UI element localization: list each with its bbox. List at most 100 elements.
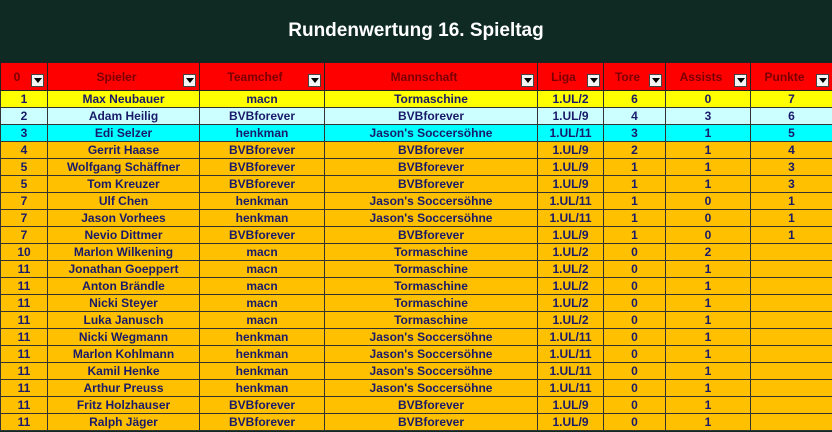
spieler-cell[interactable]: Anton Brändle: [47, 277, 200, 295]
rank-cell[interactable]: 5: [0, 175, 48, 193]
mannschaft-cell[interactable]: Tormaschine: [324, 277, 538, 295]
filter-dropdown-icon[interactable]: [816, 74, 829, 87]
punkte-cell[interactable]: [750, 260, 832, 278]
filter-dropdown-icon[interactable]: [734, 74, 747, 87]
tore-cell[interactable]: 0: [603, 260, 666, 278]
punkte-cell[interactable]: [750, 413, 832, 431]
liga-cell[interactable]: 1.UL/9: [537, 175, 604, 193]
assists-cell[interactable]: 1: [665, 413, 751, 431]
mannschaft-cell[interactable]: BVBforever: [324, 107, 538, 125]
punkte-cell[interactable]: 1: [750, 209, 832, 227]
spieler-cell[interactable]: Arthur Preuss: [47, 379, 200, 397]
punkte-cell[interactable]: [750, 243, 832, 261]
mannschaft-cell[interactable]: BVBforever: [324, 413, 538, 431]
punkte-cell[interactable]: [750, 277, 832, 295]
liga-cell[interactable]: 1.UL/9: [537, 158, 604, 176]
spieler-cell[interactable]: Nicki Wegmann: [47, 328, 200, 346]
liga-cell[interactable]: 1.UL/11: [537, 328, 604, 346]
assists-cell[interactable]: 0: [665, 209, 751, 227]
assists-cell[interactable]: 0: [665, 226, 751, 244]
tore-cell[interactable]: 3: [603, 124, 666, 142]
liga-cell[interactable]: 1.UL/2: [537, 90, 604, 108]
assists-cell[interactable]: 0: [665, 192, 751, 210]
punkte-cell[interactable]: 1: [750, 226, 832, 244]
liga-cell[interactable]: 1.UL/9: [537, 396, 604, 414]
spieler-cell[interactable]: Adam Heilig: [47, 107, 200, 125]
teamchef-cell[interactable]: BVBforever: [199, 107, 325, 125]
spieler-cell[interactable]: Nicki Steyer: [47, 294, 200, 312]
punkte-cell[interactable]: 4: [750, 141, 832, 159]
tore-cell[interactable]: 0: [603, 362, 666, 380]
rank-cell[interactable]: 11: [0, 294, 48, 312]
spieler-cell[interactable]: Jonathan Goeppert: [47, 260, 200, 278]
mannschaft-cell[interactable]: Jason's Soccersöhne: [324, 379, 538, 397]
assists-cell[interactable]: 1: [665, 141, 751, 159]
liga-cell[interactable]: 1.UL/2: [537, 311, 604, 329]
filter-dropdown-icon[interactable]: [521, 74, 534, 87]
tore-cell[interactable]: 1: [603, 158, 666, 176]
rank-cell[interactable]: 11: [0, 362, 48, 380]
teamchef-cell[interactable]: macn: [199, 90, 325, 108]
teamchef-cell[interactable]: BVBforever: [199, 141, 325, 159]
spieler-cell[interactable]: Max Neubauer: [47, 90, 200, 108]
assists-cell[interactable]: 0: [665, 90, 751, 108]
rank-cell[interactable]: 11: [0, 277, 48, 295]
rank-cell[interactable]: 4: [0, 141, 48, 159]
spieler-cell[interactable]: Jason Vorhees: [47, 209, 200, 227]
punkte-cell[interactable]: 5: [750, 124, 832, 142]
mannschaft-cell[interactable]: Jason's Soccersöhne: [324, 328, 538, 346]
punkte-cell[interactable]: [750, 362, 832, 380]
rank-cell[interactable]: 7: [0, 192, 48, 210]
mannschaft-cell[interactable]: Tormaschine: [324, 90, 538, 108]
teamchef-cell[interactable]: henkman: [199, 379, 325, 397]
assists-cell[interactable]: 1: [665, 175, 751, 193]
teamchef-cell[interactable]: henkman: [199, 209, 325, 227]
filter-dropdown-icon[interactable]: [183, 74, 196, 87]
rank-cell[interactable]: 11: [0, 379, 48, 397]
tore-cell[interactable]: 0: [603, 345, 666, 363]
teamchef-cell[interactable]: macn: [199, 294, 325, 312]
filter-dropdown-icon[interactable]: [31, 74, 44, 87]
assists-cell[interactable]: 1: [665, 158, 751, 176]
punkte-cell[interactable]: 6: [750, 107, 832, 125]
liga-cell[interactable]: 1.UL/9: [537, 226, 604, 244]
assists-cell[interactable]: 1: [665, 345, 751, 363]
spieler-cell[interactable]: Kamil Henke: [47, 362, 200, 380]
rank-cell[interactable]: 7: [0, 209, 48, 227]
filter-dropdown-icon[interactable]: [649, 74, 662, 87]
filter-dropdown-icon[interactable]: [308, 74, 321, 87]
mannschaft-cell[interactable]: BVBforever: [324, 226, 538, 244]
assists-cell[interactable]: 1: [665, 328, 751, 346]
liga-cell[interactable]: 1.UL/9: [537, 141, 604, 159]
punkte-cell[interactable]: 7: [750, 90, 832, 108]
teamchef-cell[interactable]: macn: [199, 277, 325, 295]
spieler-cell[interactable]: Ralph Jäger: [47, 413, 200, 431]
assists-cell[interactable]: 1: [665, 362, 751, 380]
punkte-cell[interactable]: [750, 311, 832, 329]
tore-cell[interactable]: 1: [603, 175, 666, 193]
liga-cell[interactable]: 1.UL/9: [537, 413, 604, 431]
tore-cell[interactable]: 0: [603, 294, 666, 312]
spieler-cell[interactable]: Luka Janusch: [47, 311, 200, 329]
tore-cell[interactable]: 4: [603, 107, 666, 125]
teamchef-cell[interactable]: macn: [199, 243, 325, 261]
assists-cell[interactable]: 1: [665, 396, 751, 414]
tore-cell[interactable]: 0: [603, 243, 666, 261]
spieler-cell[interactable]: Wolfgang Schäffner: [47, 158, 200, 176]
tore-cell[interactable]: 0: [603, 311, 666, 329]
teamchef-cell[interactable]: BVBforever: [199, 158, 325, 176]
liga-cell[interactable]: 1.UL/2: [537, 294, 604, 312]
rank-cell[interactable]: 10: [0, 243, 48, 261]
mannschaft-cell[interactable]: Jason's Soccersöhne: [324, 362, 538, 380]
liga-cell[interactable]: 1.UL/2: [537, 260, 604, 278]
tore-cell[interactable]: 0: [603, 277, 666, 295]
rank-cell[interactable]: 11: [0, 311, 48, 329]
punkte-cell[interactable]: [750, 396, 832, 414]
rank-cell[interactable]: 11: [0, 396, 48, 414]
tore-cell[interactable]: 1: [603, 209, 666, 227]
rank-cell[interactable]: 11: [0, 345, 48, 363]
rank-cell[interactable]: 3: [0, 124, 48, 142]
mannschaft-cell[interactable]: Jason's Soccersöhne: [324, 124, 538, 142]
punkte-cell[interactable]: [750, 294, 832, 312]
spieler-cell[interactable]: Marlon Wilkening: [47, 243, 200, 261]
